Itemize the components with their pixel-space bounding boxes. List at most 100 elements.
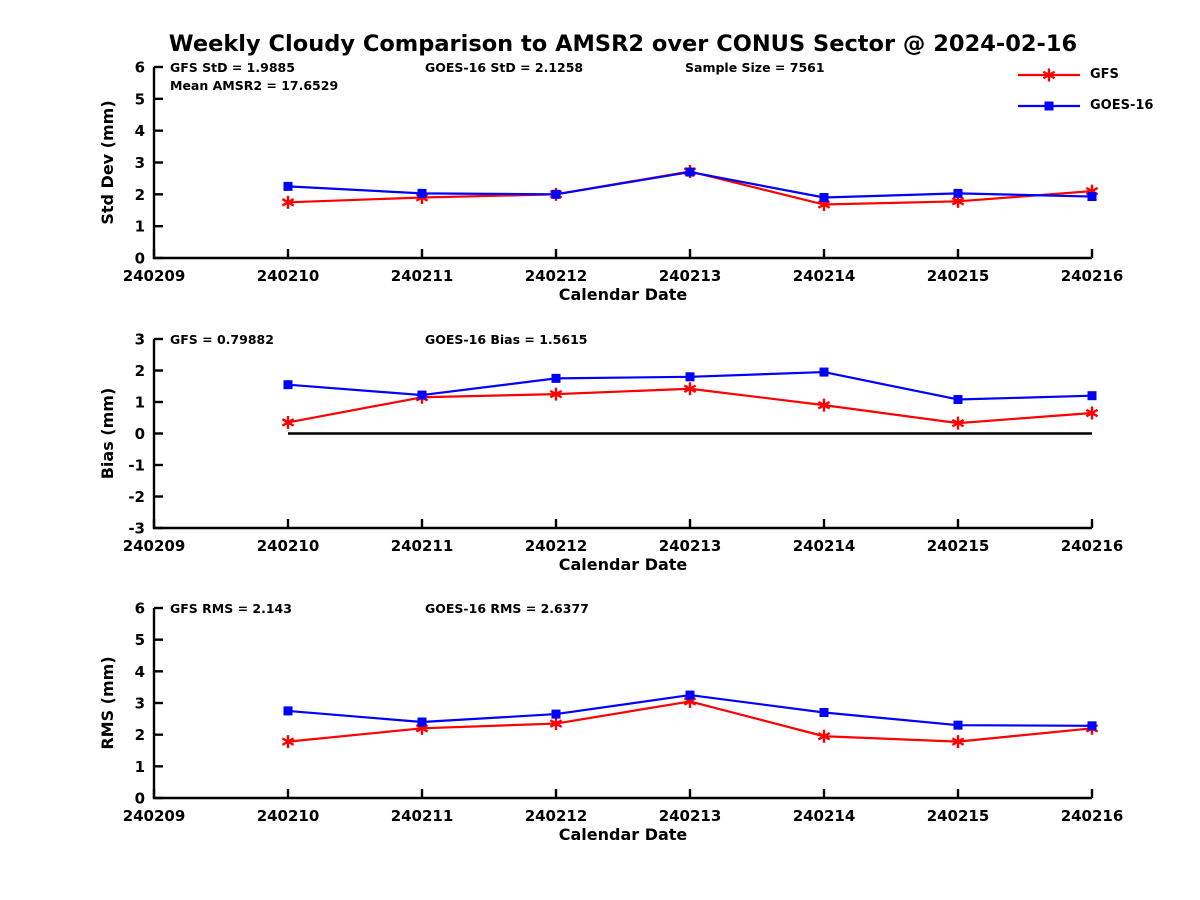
goes16-marker (1087, 391, 1097, 401)
subplot-rms: 0 1 2 3 4 5 6 240209 240210 240211 240212 240213 240… (98, 600, 1123, 845)
legend-entry-gfs: GFS (1016, 59, 1153, 90)
goes16-marker (417, 188, 427, 198)
x-tick-label: 240216 (1061, 267, 1124, 285)
y-tick-label: 1 (135, 218, 145, 236)
subplot-bias: -3 -2 -1 0 1 2 3 240209 240210 240211 240212 240213… (98, 331, 1123, 575)
goes16-marker (283, 181, 293, 191)
annotation: GFS = 0.79882 (170, 332, 274, 347)
subplot-stddev: 0 1 2 3 4 5 6 240209 240210 240211 240212 240213 240… (98, 59, 1123, 305)
gfs-marker (1085, 406, 1099, 420)
legend-label-gfs: GFS (1090, 67, 1119, 82)
x-tick-label: 240214 (793, 267, 856, 285)
gfs-marker (549, 717, 563, 731)
goes16-marker (953, 720, 963, 730)
y-tick-label: 3 (135, 695, 145, 713)
goes16-marker (417, 390, 427, 400)
x-tick-label: 240209 (123, 807, 186, 825)
goes16-line-marker-icon (1018, 101, 1080, 110)
gfs-marker (549, 387, 563, 401)
y-tick-label: 0 (135, 425, 145, 443)
x-tick-label: 240213 (659, 267, 722, 285)
annotation: Mean AMSR2 = 17.6529 (170, 78, 338, 93)
x-tick-label: 240215 (927, 537, 990, 555)
gfs-marker (281, 735, 295, 749)
y-tick-label: 6 (135, 600, 145, 618)
goes16-marker (1087, 721, 1097, 731)
x-tick-label: 240215 (927, 267, 990, 285)
goes16-marker (819, 708, 829, 717)
y-axis-label: RMS (mm) (98, 656, 117, 749)
goes16-marker (551, 709, 561, 719)
x-tick-label: 240216 (1061, 807, 1124, 825)
y-tick-label: 4 (135, 122, 145, 140)
gfs-marker (281, 415, 295, 429)
annotation: GFS RMS = 2.143 (170, 601, 292, 616)
annotation: GFS StD = 1.9885 (170, 60, 295, 75)
y-tick-label: 1 (135, 394, 145, 412)
gfs-marker (817, 398, 831, 412)
annotation: Sample Size = 7561 (685, 60, 825, 75)
y-tick-label: 3 (135, 154, 145, 172)
goes16-marker (551, 373, 561, 383)
goes16-marker (283, 706, 293, 716)
gfs-marker (817, 729, 831, 743)
legend: GFS GOES-16 (1016, 59, 1153, 121)
y-tick-label: 6 (135, 59, 145, 77)
x-tick-label: 240213 (659, 537, 722, 555)
y-tick-label: 2 (135, 726, 145, 744)
y-tick-label: -2 (128, 488, 145, 506)
x-tick-label: 240212 (525, 537, 588, 555)
y-tick-label: 2 (135, 186, 145, 204)
y-tick-label: 3 (135, 331, 145, 349)
x-tick-label: 240215 (927, 807, 990, 825)
annotation: GOES-16 StD = 2.1258 (425, 60, 583, 75)
legend-label-goes16: GOES-16 (1090, 98, 1154, 113)
goes16-marker (685, 690, 695, 700)
x-tick-label: 240210 (257, 267, 320, 285)
y-tick-label: 5 (135, 90, 145, 108)
y-tick-label: 4 (135, 663, 145, 681)
figure-title: Weekly Cloudy Comparison to AMSR2 over C… (168, 31, 1078, 57)
gfs-marker (281, 195, 295, 209)
y-axis-label: Bias (mm) (98, 388, 117, 480)
goes16-marker (685, 372, 695, 382)
goes16-marker (953, 394, 963, 404)
gfs-marker (683, 382, 697, 396)
goes16-marker (417, 717, 427, 727)
x-axis-label: Calendar Date (559, 825, 688, 844)
y-tick-label: -1 (128, 457, 145, 475)
y-tick-label: 2 (135, 362, 145, 380)
x-tick-label: 240210 (257, 807, 320, 825)
goes16-marker (283, 380, 293, 390)
goes16-marker (953, 188, 963, 198)
annotation: GOES-16 Bias = 1.5615 (425, 332, 587, 347)
gfs-marker (951, 735, 965, 749)
goes16-legend-marker (1044, 101, 1054, 110)
x-tick-label: 240214 (793, 537, 856, 555)
x-tick-label: 240214 (793, 807, 856, 825)
x-tick-label: 240210 (257, 537, 320, 555)
x-tick-label: 240209 (123, 537, 186, 555)
x-tick-label: 240213 (659, 807, 722, 825)
goes16-marker (1087, 192, 1097, 202)
x-tick-label: 240212 (525, 807, 588, 825)
axis-spines (152, 608, 1092, 800)
x-tick-label: 240209 (123, 267, 186, 285)
x-axis-label: Calendar Date (559, 285, 688, 304)
y-axis-label: Std Dev (mm) (98, 100, 117, 224)
goes16-marker (685, 167, 695, 177)
axis-spines (152, 67, 1092, 260)
goes16-marker (551, 189, 561, 199)
annotation: GOES-16 RMS = 2.6377 (425, 601, 589, 616)
x-tick-label: 240212 (525, 267, 588, 285)
y-tick-label: 5 (135, 631, 145, 649)
y-tick-label: 1 (135, 758, 145, 776)
gfs-marker (951, 416, 965, 430)
gfs-legend-marker (1042, 68, 1056, 81)
gfs-line-marker-icon (1018, 68, 1080, 81)
x-tick-label: 240211 (391, 807, 454, 825)
x-axis-label: Calendar Date (559, 555, 688, 574)
goes16-marker (819, 367, 829, 377)
